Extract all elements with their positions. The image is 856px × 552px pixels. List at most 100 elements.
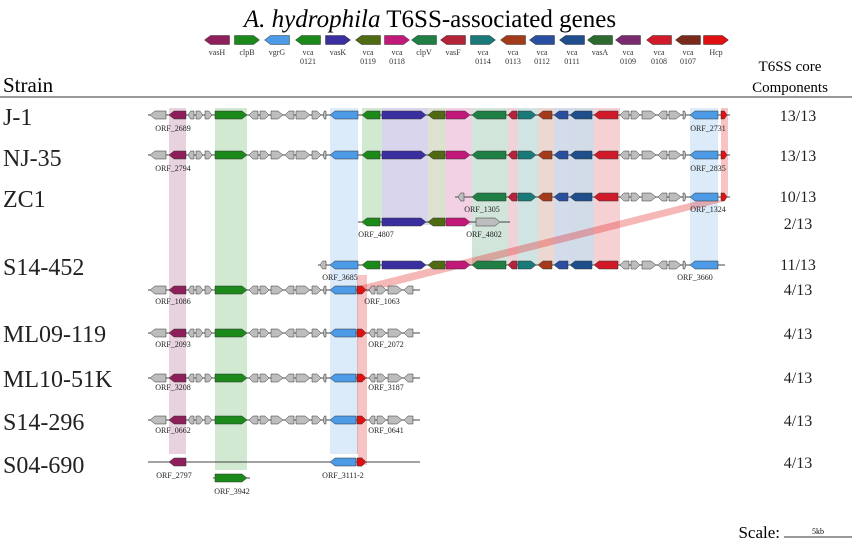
gene-track: [148, 110, 730, 120]
legend-gene-label: clpV: [416, 48, 432, 57]
gene-arrow: [381, 110, 427, 120]
gene-arrow: [214, 110, 248, 120]
gene-arrow: [356, 373, 367, 383]
homology-band: [538, 108, 554, 265]
legend-gene-arrow: [440, 35, 466, 45]
legend-gene-arrow: [703, 35, 729, 45]
gene-arrow: [284, 150, 295, 160]
gene-arrow: [270, 373, 284, 383]
orf-label: ORF_1063: [364, 297, 400, 306]
gene-arrow: [329, 260, 359, 270]
gene-arrow: [214, 328, 248, 338]
gene-arrow: [445, 150, 471, 160]
gene-arrow: [381, 150, 427, 160]
gene-track: [148, 373, 420, 383]
gene-arrow: [187, 110, 195, 120]
gene-arrow: [270, 110, 284, 120]
orf-label: ORF_4802: [466, 230, 502, 239]
homology-band: [508, 108, 518, 265]
gene-arrow: [356, 328, 367, 338]
legend-gene-label: vasH: [209, 48, 226, 57]
legend-gene-label: 0112: [534, 57, 550, 66]
gene-track: [455, 192, 730, 202]
gene-arrow: [329, 285, 357, 295]
legend-gene-label: vca: [477, 48, 489, 57]
gene-arrow: [195, 110, 204, 120]
scale-bar-label: 5kb: [812, 527, 824, 536]
gene-arrow: [427, 217, 446, 227]
gene-arrow: [682, 110, 687, 120]
components-header-line1: T6SS core: [759, 59, 822, 75]
gene-arrow: [311, 150, 322, 160]
legend-gene-arrow: [615, 35, 641, 45]
gene-arrow: [368, 285, 376, 295]
gene-arrow: [295, 110, 311, 120]
gene-arrow: [471, 192, 507, 202]
gene-arrow: [356, 457, 367, 467]
gene-arrow: [427, 110, 446, 120]
gene-arrow: [168, 328, 187, 338]
gene-arrow: [259, 328, 270, 338]
gene-arrow: [149, 150, 167, 160]
orf-label: ORF_2093: [155, 340, 191, 349]
gene-arrow: [569, 150, 593, 160]
gene-arrow: [641, 150, 657, 160]
gene-arrow: [689, 260, 719, 270]
legend-gene-label: vasF: [445, 48, 461, 57]
gene-arrow: [381, 217, 427, 227]
legend-gene-arrow: [204, 35, 230, 45]
orf-label: ORF_1305: [464, 205, 500, 214]
gene-arrow: [689, 150, 719, 160]
gene-arrow: [204, 150, 213, 160]
gene-arrow: [668, 150, 682, 160]
component-count: 4/13: [784, 326, 812, 343]
gene-arrow: [361, 110, 381, 120]
gene-arrow: [361, 260, 381, 270]
gene-arrow: [593, 192, 619, 202]
gene-arrow: [689, 110, 719, 120]
gene-arrow: [682, 150, 687, 160]
strain-name: J-1: [3, 105, 32, 131]
gene-arrow: [168, 373, 187, 383]
gene-arrow: [322, 415, 327, 425]
gene-arrow: [187, 328, 195, 338]
gene-arrow: [311, 110, 322, 120]
gene-arrow: [387, 373, 403, 383]
legend-gene-label: vca: [566, 48, 578, 57]
gene-arrow: [356, 285, 367, 295]
legend-gene-arrow: [500, 35, 526, 45]
orf-label: ORF_1324: [690, 205, 726, 214]
gene-arrow: [195, 328, 204, 338]
legend-gene-arrow: [295, 35, 321, 45]
gene-arrow: [322, 285, 327, 295]
strain-header: Strain: [3, 73, 54, 97]
component-count: 13/13: [780, 108, 816, 125]
legend-gene-arrow: [234, 35, 260, 45]
gene-arrow: [507, 110, 518, 120]
gene-arrow: [168, 415, 187, 425]
gene-arrow: [204, 328, 213, 338]
gene-arrow: [214, 415, 248, 425]
gene-arrow: [311, 328, 322, 338]
gene-arrow: [507, 150, 518, 160]
gene-arrow: [630, 110, 641, 120]
component-count: 11/13: [780, 257, 816, 274]
gene-tracks: [148, 110, 730, 486]
gene-arrow: [569, 110, 593, 120]
gene-arrow: [387, 285, 403, 295]
gene-arrow: [689, 192, 719, 202]
gene-arrow: [284, 285, 295, 295]
gene-arrow: [149, 328, 167, 338]
gene-arrow: [284, 110, 295, 120]
legend-gene-label: 0109: [620, 57, 636, 66]
gene-track: [213, 473, 250, 483]
gene-arrow: [195, 150, 204, 160]
gene-arrow: [619, 192, 630, 202]
strain-name: ML09-119: [3, 322, 106, 348]
gene-arrow: [322, 373, 327, 383]
legend-gene-arrow: [675, 35, 701, 45]
gene-arrow: [553, 192, 569, 202]
component-count: 4/13: [784, 370, 812, 387]
gene-arrow: [593, 110, 619, 120]
